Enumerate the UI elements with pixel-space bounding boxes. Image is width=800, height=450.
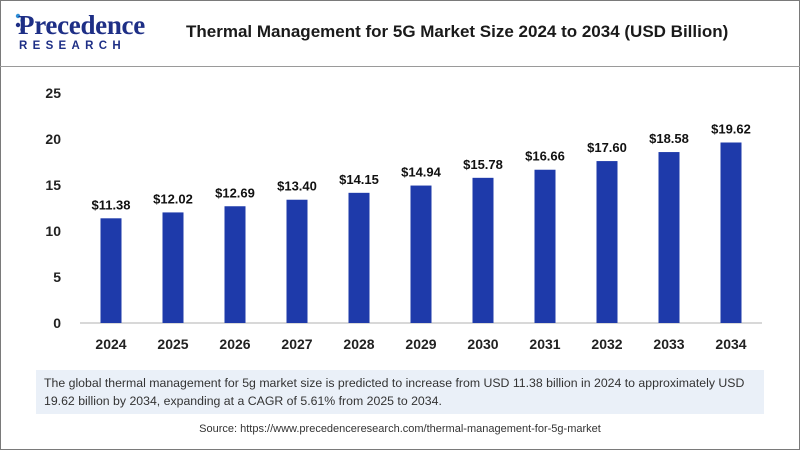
precedence-research-logo: Precedence RESEARCH bbox=[14, 10, 164, 56]
y-tick-label: 0 bbox=[53, 315, 61, 331]
bar-value-label: $14.94 bbox=[401, 165, 442, 180]
bar bbox=[162, 212, 184, 323]
x-tick-label: 2026 bbox=[219, 336, 250, 352]
y-tick-label: 20 bbox=[45, 131, 61, 147]
bar-value-label: $17.60 bbox=[587, 140, 627, 155]
x-tick-label: 2032 bbox=[591, 336, 622, 352]
x-tick-label: 2034 bbox=[715, 336, 746, 352]
logo-wordmark: Precedence bbox=[18, 10, 145, 40]
bar-value-label: $16.66 bbox=[525, 149, 565, 164]
logo-tagline: RESEARCH bbox=[19, 40, 126, 52]
x-tick-label: 2033 bbox=[653, 336, 684, 352]
bar-value-label: $14.15 bbox=[339, 172, 379, 187]
header: Precedence RESEARCH Thermal Management f… bbox=[0, 0, 800, 66]
bar-chart: 0510152025$11.382024$12.022025$12.692026… bbox=[45, 85, 762, 352]
x-tick-label: 2031 bbox=[529, 336, 560, 352]
bar bbox=[472, 177, 494, 323]
x-tick-label: 2024 bbox=[95, 336, 126, 352]
x-tick-label: 2030 bbox=[467, 336, 498, 352]
bar bbox=[720, 142, 742, 323]
y-tick-label: 25 bbox=[45, 85, 61, 101]
y-tick-label: 15 bbox=[45, 177, 61, 193]
bar bbox=[286, 199, 308, 323]
bar bbox=[658, 152, 680, 323]
bar-value-label: $13.40 bbox=[277, 179, 317, 194]
y-tick-label: 5 bbox=[53, 269, 61, 285]
source-note: Source: https://www.precedenceresearch.c… bbox=[199, 423, 601, 435]
bar bbox=[534, 169, 556, 323]
bar bbox=[348, 192, 370, 323]
bar-value-label: $15.78 bbox=[463, 157, 503, 172]
bar bbox=[100, 218, 122, 323]
x-tick-label: 2028 bbox=[343, 336, 374, 352]
description-panel: The global thermal management for 5g mar… bbox=[36, 370, 764, 414]
x-tick-label: 2025 bbox=[157, 336, 188, 352]
header-divider bbox=[0, 66, 800, 67]
logo-dots-icon bbox=[15, 13, 25, 32]
bar bbox=[410, 185, 432, 323]
x-tick-label: 2029 bbox=[405, 336, 436, 352]
bar-value-label: $12.02 bbox=[153, 191, 193, 206]
bar-value-label: $19.62 bbox=[711, 121, 751, 136]
bar-value-label: $12.69 bbox=[215, 185, 255, 200]
y-tick-label: 10 bbox=[45, 223, 61, 239]
x-tick-label: 2027 bbox=[281, 336, 312, 352]
chart-title: Thermal Management for 5G Market Size 20… bbox=[186, 22, 729, 41]
bar-value-label: $11.38 bbox=[91, 197, 130, 212]
bar bbox=[224, 206, 246, 323]
bar-value-label: $18.58 bbox=[649, 131, 689, 146]
bar bbox=[596, 161, 618, 323]
